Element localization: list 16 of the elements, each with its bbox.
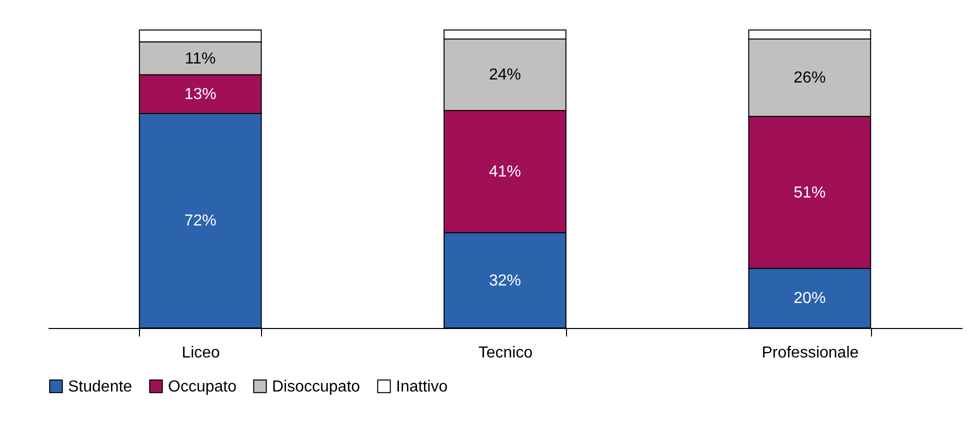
data-label: 41% xyxy=(488,164,522,181)
data-label: 26% xyxy=(794,70,826,87)
data-label: 51% xyxy=(794,184,826,202)
x-tick-label: Professionale xyxy=(762,344,859,362)
legend-label: Inattivo xyxy=(396,378,448,396)
data-label: 11% xyxy=(184,50,216,68)
legend-label: Studente xyxy=(68,378,132,396)
data-label: 13% xyxy=(184,86,216,104)
data-label: 20% xyxy=(794,290,826,308)
legend-label: Occupato xyxy=(168,378,237,396)
x-tick-label: Liceo xyxy=(182,344,220,362)
data-label: 72% xyxy=(184,212,216,230)
x-tick-label: Tecnico xyxy=(478,344,533,362)
data-label: 32% xyxy=(488,272,522,290)
data-label: 24% xyxy=(488,66,522,84)
legend-label: Disoccupato xyxy=(272,378,360,396)
